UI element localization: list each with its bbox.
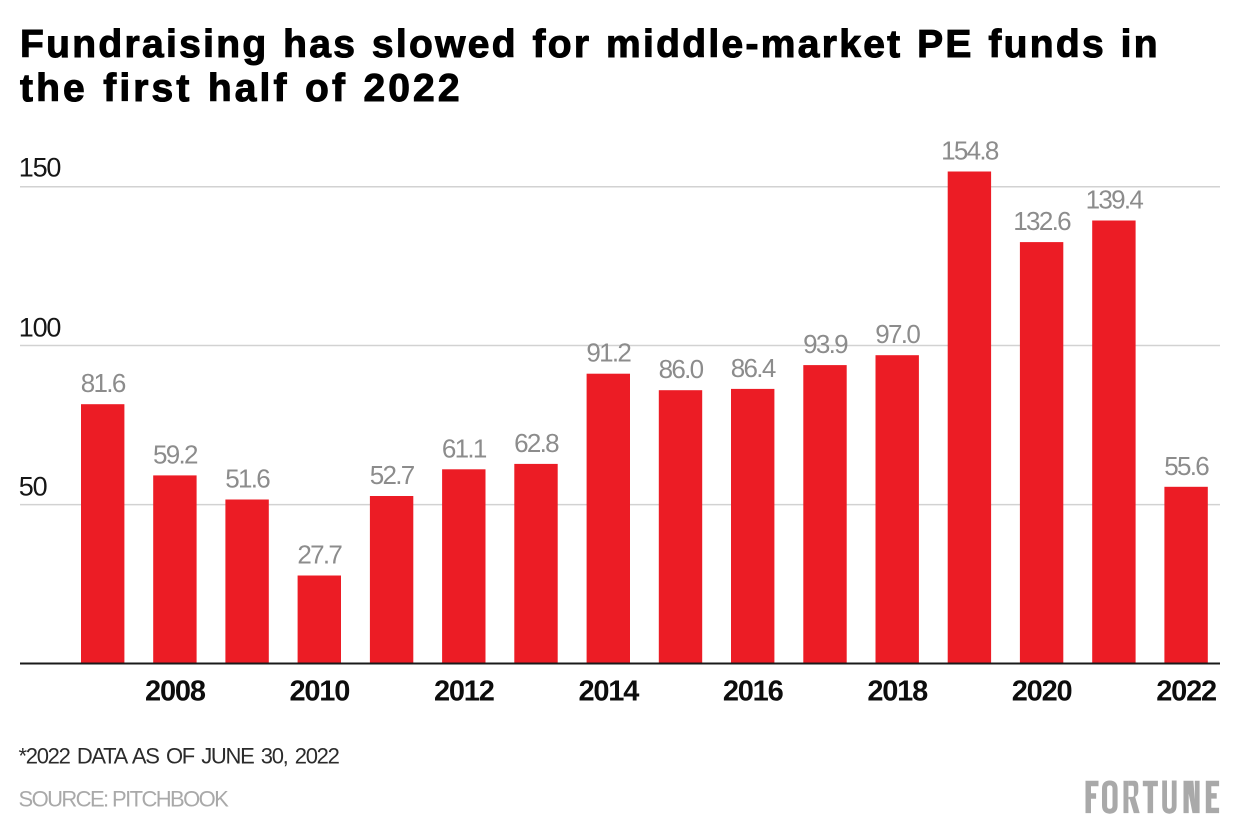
- svg-text:52.7: 52.7: [370, 460, 415, 490]
- svg-text:SOURCE: PITCHBOOK: SOURCE: PITCHBOOK: [19, 787, 230, 812]
- svg-text:139.4: 139.4: [1086, 185, 1144, 215]
- svg-text:2020: 2020: [1012, 676, 1072, 708]
- svg-text:the first half of 2022: the first half of 2022: [20, 67, 463, 110]
- svg-text:50: 50: [19, 471, 47, 501]
- svg-text:100: 100: [19, 313, 61, 343]
- svg-text:132.6: 132.6: [1013, 206, 1071, 236]
- svg-text:27.7: 27.7: [297, 540, 342, 570]
- svg-text:86.4: 86.4: [731, 353, 776, 383]
- svg-text:93.9: 93.9: [803, 329, 848, 359]
- svg-text:2012: 2012: [434, 676, 494, 708]
- svg-text:2018: 2018: [867, 676, 928, 708]
- svg-text:51.6: 51.6: [225, 464, 270, 494]
- svg-text:55.6: 55.6: [1164, 451, 1209, 481]
- svg-text:154.8: 154.8: [941, 136, 999, 166]
- svg-text:Fundraising has slowed for mid: Fundraising has slowed for middle-market…: [20, 23, 1160, 66]
- svg-text:91.2: 91.2: [586, 338, 631, 368]
- svg-text:61.1: 61.1: [442, 433, 487, 463]
- svg-text:81.6: 81.6: [81, 368, 126, 398]
- svg-text:150: 150: [19, 153, 61, 183]
- svg-text:2022: 2022: [1156, 676, 1216, 708]
- svg-text:*2022 DATA AS OF JUNE 30, 2022: *2022 DATA AS OF JUNE 30, 2022: [19, 743, 340, 768]
- svg-text:62.8: 62.8: [514, 428, 559, 458]
- svg-text:2010: 2010: [289, 676, 349, 708]
- svg-text:97.0: 97.0: [875, 319, 920, 349]
- svg-text:86.0: 86.0: [659, 354, 704, 384]
- svg-text:59.2: 59.2: [153, 439, 198, 469]
- svg-text:2014: 2014: [578, 676, 639, 708]
- svg-text:2008: 2008: [145, 676, 206, 708]
- svg-text:2016: 2016: [723, 676, 784, 708]
